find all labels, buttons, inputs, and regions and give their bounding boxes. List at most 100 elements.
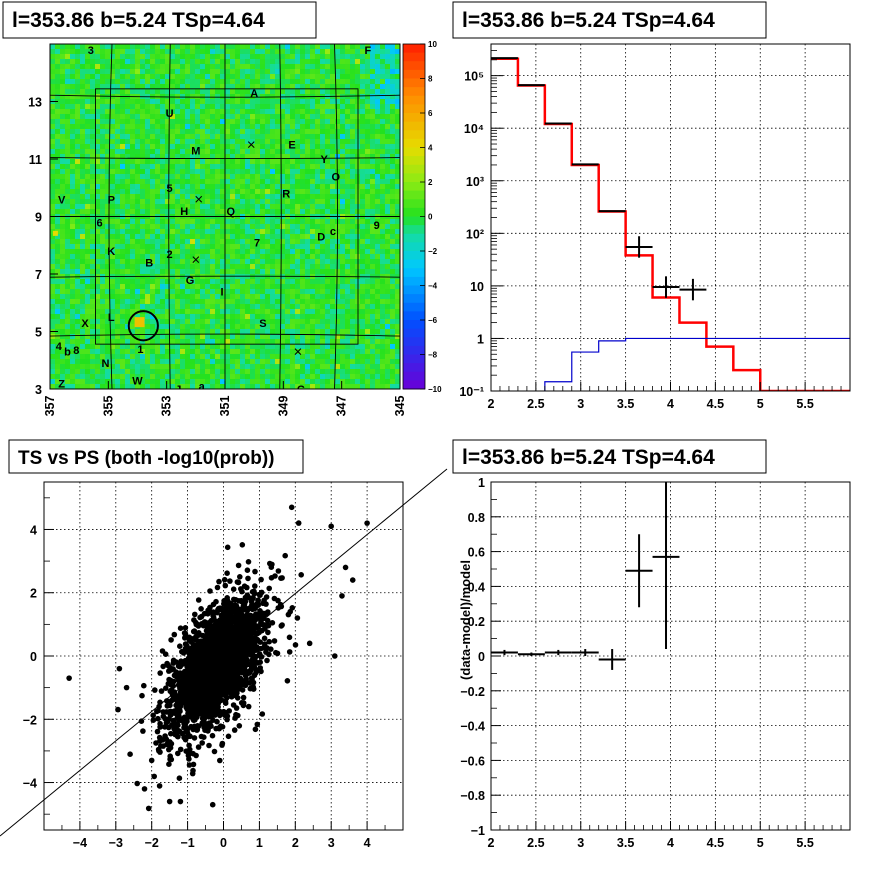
heatmap-cell <box>125 149 131 155</box>
heatmap-cell <box>240 274 246 280</box>
heatmap-cell <box>210 134 216 140</box>
heatmap-cell <box>390 304 396 310</box>
heatmap-cell <box>320 224 326 230</box>
heatmap-cell <box>95 179 101 185</box>
heatmap-cell <box>250 319 256 325</box>
heatmap-cell <box>60 329 66 335</box>
heatmap-cell <box>215 294 221 300</box>
heatmap-cell <box>185 174 191 180</box>
heatmap-cell <box>95 284 101 290</box>
heatmap-cell <box>395 269 400 275</box>
heatmap-cell <box>290 304 296 310</box>
heatmap-cell <box>375 89 381 95</box>
heatmap-cell <box>255 269 261 275</box>
heatmap-cell <box>220 349 226 355</box>
heatmap-cell <box>310 199 316 205</box>
heatmap-cell <box>210 384 216 389</box>
heatmap-cell <box>180 384 186 389</box>
heatmap-cell <box>220 119 226 125</box>
heatmap-cell <box>375 184 381 190</box>
heatmap-cell <box>310 139 316 145</box>
heatmap-cell <box>170 209 176 215</box>
heatmap-cell <box>140 89 146 95</box>
heatmap-cell <box>335 54 341 60</box>
heatmap-cell <box>245 329 251 335</box>
heatmap-cell <box>115 179 121 185</box>
heatmap-cell <box>65 349 71 355</box>
heatmap-cell <box>130 144 136 150</box>
heatmap-cell <box>340 254 346 260</box>
heatmap-cell <box>330 339 336 345</box>
heatmap-cell <box>225 104 231 110</box>
heatmap-cell <box>355 79 361 85</box>
heatmap-cell <box>85 234 91 240</box>
heatmap-cell <box>345 359 351 365</box>
heatmap-cell <box>330 64 336 70</box>
heatmap-cell <box>175 154 181 160</box>
heatmap-cell <box>85 314 91 320</box>
heatmap-cell <box>75 209 81 215</box>
heatmap-cell <box>200 129 206 135</box>
heatmap-cell <box>165 139 171 145</box>
heatmap-cell <box>100 154 106 160</box>
heatmap-cell <box>385 234 391 240</box>
heatmap-cell <box>60 129 66 135</box>
heatmap-cell <box>235 204 241 210</box>
heatmap-cell <box>295 199 301 205</box>
heatmap-cell <box>55 144 61 150</box>
heatmap-cell <box>325 289 331 295</box>
heatmap-cell <box>165 259 171 265</box>
heatmap-cell <box>390 179 396 185</box>
heatmap-cell <box>185 264 191 270</box>
heatmap-cell <box>95 174 101 180</box>
heatmap-cell <box>325 134 331 140</box>
heatmap-cell <box>310 259 316 265</box>
heatmap-cell <box>70 339 76 345</box>
heatmap-cell <box>155 209 161 215</box>
heatmap-cell <box>395 184 400 190</box>
heatmap-cell <box>270 219 276 225</box>
heatmap-cell <box>95 74 101 80</box>
heatmap-cell <box>275 294 281 300</box>
heatmap-cell <box>160 109 166 115</box>
heatmap-cell <box>180 304 186 310</box>
heatmap-cell <box>95 314 101 320</box>
heatmap-cell <box>210 264 216 270</box>
heatmap-cell <box>320 119 326 125</box>
heatmap-cell <box>320 74 326 80</box>
heatmap-cell <box>125 44 131 50</box>
heatmap-cell <box>370 104 376 110</box>
heatmap-cell <box>160 354 166 360</box>
heatmap-cell <box>310 149 316 155</box>
heatmap-cell <box>260 344 266 350</box>
heatmap-cell <box>145 64 151 70</box>
heatmap-cell <box>65 279 71 285</box>
heatmap-cell <box>285 239 291 245</box>
heatmap-cell <box>115 349 121 355</box>
heatmap-cell <box>165 324 171 330</box>
heatmap-cell <box>60 59 66 65</box>
heatmap-cell <box>380 224 386 230</box>
heatmap-cell <box>315 294 321 300</box>
heatmap-cell <box>305 74 311 80</box>
heatmap-cell <box>105 64 111 70</box>
heatmap-cell <box>150 204 156 210</box>
heatmap-cell <box>325 264 331 270</box>
heatmap-cell <box>185 254 191 260</box>
heatmap-cell <box>105 219 111 225</box>
heatmap-cell <box>220 324 226 330</box>
heatmap-cell <box>230 299 236 305</box>
heatmap-cell <box>100 284 106 290</box>
heatmap-cell <box>145 344 151 350</box>
heatmap-cell <box>120 149 126 155</box>
heatmap-cell <box>335 269 341 275</box>
heatmap-cell <box>75 44 81 50</box>
heatmap-cell <box>280 339 286 345</box>
heatmap-cell <box>355 379 361 385</box>
heatmap-cell <box>50 164 56 170</box>
heatmap-cell <box>165 349 171 355</box>
heatmap-cell <box>175 139 181 145</box>
heatmap-cell <box>140 339 146 345</box>
heatmap-cell <box>240 339 246 345</box>
heatmap-cell <box>270 199 276 205</box>
